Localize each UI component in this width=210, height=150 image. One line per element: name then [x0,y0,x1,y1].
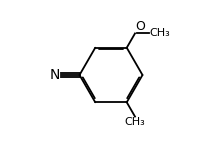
Text: O: O [136,20,146,33]
Text: CH₃: CH₃ [149,28,170,38]
Text: N: N [49,68,60,82]
Text: CH₃: CH₃ [125,117,145,127]
